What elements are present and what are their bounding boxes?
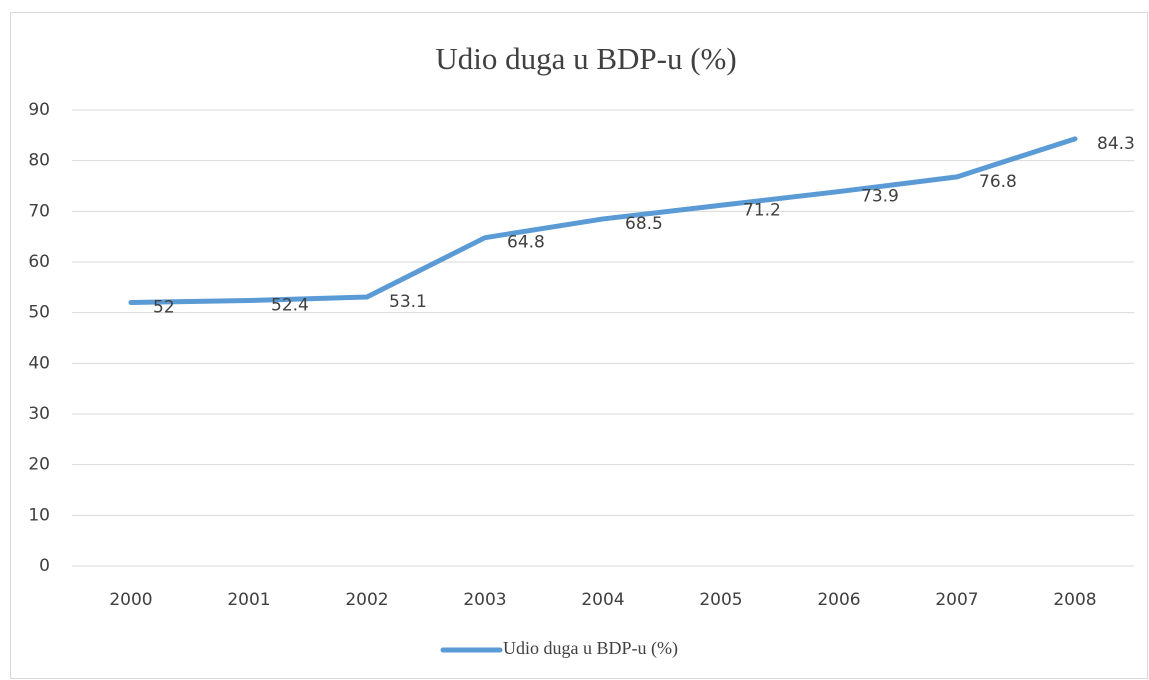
x-tick-label: 2004	[581, 590, 624, 610]
y-tick-label: 30	[28, 404, 50, 424]
x-tick-label: 2007	[935, 590, 978, 610]
x-tick-label: 2000	[109, 590, 152, 610]
data-label: 71.2	[743, 200, 781, 220]
y-tick-label: 90	[28, 100, 50, 120]
data-label: 53.1	[389, 292, 427, 312]
data-label: 68.5	[625, 214, 663, 234]
y-tick-label: 70	[28, 201, 50, 221]
legend-label: Udio duga u BDP-u (%)	[503, 638, 678, 659]
y-tick-label: 0	[39, 556, 50, 576]
data-label: 52	[153, 298, 175, 318]
data-label: 64.8	[507, 233, 545, 253]
y-tick-label: 60	[28, 252, 50, 272]
line-series	[128, 136, 1078, 306]
y-tick-label: 40	[28, 353, 50, 373]
data-label: 84.3	[1097, 134, 1135, 154]
x-tick-label: 2001	[227, 590, 270, 610]
x-tick-label: 2006	[817, 590, 860, 610]
y-tick-label: 50	[28, 303, 50, 323]
data-label: 73.9	[861, 187, 899, 207]
data-label: 52.4	[271, 296, 309, 316]
y-tick-label: 20	[28, 455, 50, 475]
data-label: 76.8	[979, 172, 1017, 192]
chart-border	[10, 12, 1148, 679]
y-tick-label: 80	[28, 151, 50, 171]
y-tick-label: 10	[28, 505, 50, 525]
x-tick-label: 2005	[699, 590, 742, 610]
chart-title: Udio duga u BDP-u (%)	[435, 41, 736, 76]
x-tick-label: 2008	[1053, 590, 1096, 610]
x-tick-label: 2003	[463, 590, 506, 610]
x-tick-label: 2002	[345, 590, 388, 610]
